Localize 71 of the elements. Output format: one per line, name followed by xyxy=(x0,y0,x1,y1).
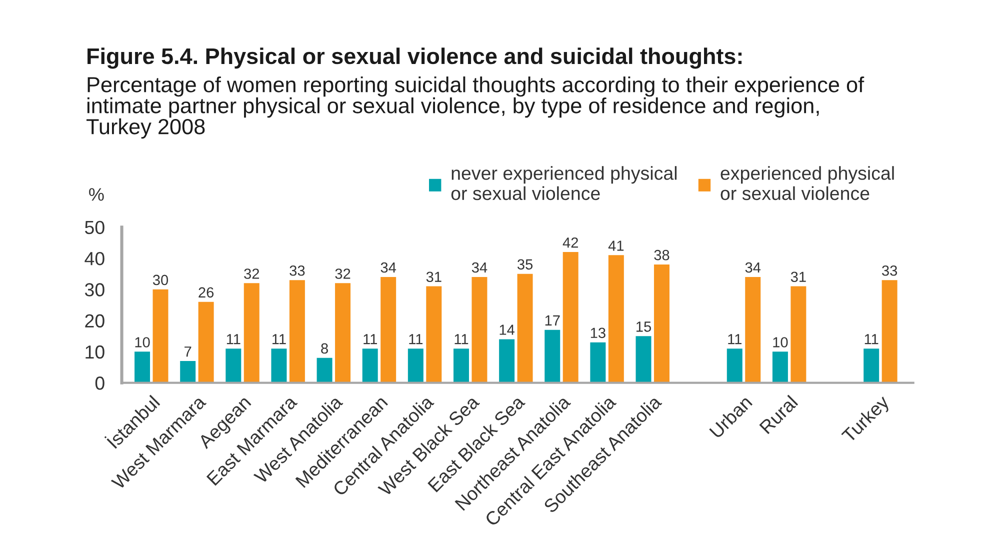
data-label: 38 xyxy=(654,250,670,260)
data-label: 33 xyxy=(290,265,305,276)
bar xyxy=(180,361,196,383)
legend-label: never experienced physical or sexual violence xyxy=(451,166,677,200)
data-label: 35 xyxy=(517,259,533,270)
chart-title: Figure 5.4. Physical or sexual violence and suicidal thoughts: xyxy=(88,48,742,69)
data-label: 34 xyxy=(472,262,488,273)
legend-label: experienced physical or sexual violence xyxy=(720,166,894,200)
y-axis-title: % xyxy=(89,188,104,201)
data-label: 7 xyxy=(184,346,192,357)
data-label: 11 xyxy=(364,334,377,344)
bar xyxy=(472,276,488,383)
data-label: 42 xyxy=(562,237,578,248)
data-label: 15 xyxy=(636,322,652,332)
bar xyxy=(882,280,898,383)
chart-subtitle: Percentage of women reporting suicidal thoughts according to their experience of intimate partner physical or sexual violence, by type of residence and region, Turkey 2008 xyxy=(86,76,864,139)
data-label: 17 xyxy=(545,315,560,326)
data-label: 11 xyxy=(226,334,240,344)
bar xyxy=(362,348,378,383)
bar xyxy=(316,358,332,383)
y-tick-label: 10 xyxy=(86,345,104,359)
bar xyxy=(745,276,761,383)
bar xyxy=(408,348,424,383)
data-label: 10 xyxy=(773,337,788,348)
y-tick-label: 40 xyxy=(84,252,104,266)
bar xyxy=(544,330,560,383)
data-label: 8 xyxy=(321,343,328,354)
bar xyxy=(198,302,214,383)
bar xyxy=(772,352,788,383)
bar xyxy=(289,280,305,383)
bar xyxy=(590,342,606,383)
data-label: 31 xyxy=(426,272,442,282)
data-label: 13 xyxy=(590,328,606,338)
data-label: 14 xyxy=(500,324,514,335)
bar xyxy=(790,286,806,383)
bar xyxy=(562,252,578,383)
y-tick-label: 0 xyxy=(95,376,104,390)
data-label: 11 xyxy=(409,334,423,344)
bar xyxy=(134,352,150,383)
bar xyxy=(453,348,469,383)
data-label: 26 xyxy=(198,287,214,298)
data-label: 33 xyxy=(882,265,898,276)
y-tick-label: 30 xyxy=(84,283,104,296)
y-tick-label: 50 xyxy=(85,220,104,234)
bar xyxy=(152,289,168,383)
data-label: 30 xyxy=(152,274,168,286)
data-label: 32 xyxy=(335,268,350,279)
data-label: 11 xyxy=(864,334,878,344)
data-label: 31 xyxy=(790,272,806,282)
bar xyxy=(244,283,260,383)
bar xyxy=(499,339,515,383)
data-label: 32 xyxy=(244,268,260,279)
data-label: 11 xyxy=(728,334,742,344)
bar xyxy=(726,348,742,383)
data-label: 41 xyxy=(608,240,624,251)
bar xyxy=(426,286,442,383)
data-label: 34 xyxy=(380,262,396,273)
bar xyxy=(654,264,670,383)
bar xyxy=(380,276,396,383)
data-label: 34 xyxy=(745,262,761,273)
bar xyxy=(608,255,624,383)
y-tick-label: 20 xyxy=(85,314,104,328)
data-label: 10 xyxy=(135,337,150,348)
bar xyxy=(517,274,533,383)
bar xyxy=(271,348,287,383)
bar xyxy=(636,336,652,383)
data-label: 11 xyxy=(272,334,286,344)
bar xyxy=(864,348,880,383)
data-label: 11 xyxy=(454,334,468,344)
bar xyxy=(226,348,242,383)
bar xyxy=(335,283,351,383)
